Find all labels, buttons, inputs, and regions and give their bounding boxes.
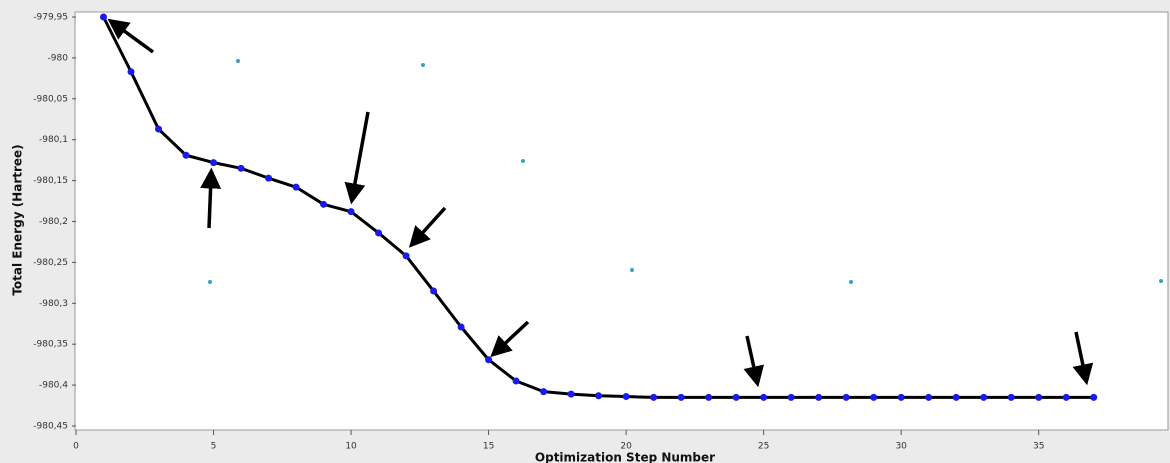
x-tick-label: 5 [211,442,217,452]
point [678,394,685,401]
y-tick-label: -980,3 [39,299,68,309]
point [513,378,520,385]
x-axis-label: Optimization Step Number [535,451,715,463]
point [953,394,960,401]
point [100,14,107,21]
point [980,394,987,401]
point [815,394,822,401]
point [1035,394,1042,401]
y-tick-label: -979,95 [33,13,68,23]
x-tick-label: 15 [483,442,494,452]
point [595,392,602,399]
point [1008,394,1015,401]
point [760,394,767,401]
chart: Optimization Step Number Total Energy (H… [0,0,1170,463]
y-tick-label: -980,4 [39,381,68,391]
point [650,394,657,401]
point [210,159,217,166]
y-tick-label: -980,1 [39,135,68,145]
point [430,288,437,295]
point [128,68,135,75]
point [183,152,190,159]
point [540,388,547,395]
x-tick-label: 0 [73,442,79,452]
point [733,394,740,401]
y-tick-label: -980,15 [33,176,68,186]
point [898,394,905,401]
point [623,393,630,400]
y-tick-label: -980,2 [39,217,68,227]
y-tick-label: -980,45 [33,422,68,432]
point [568,391,575,398]
y-tick-label: -980,25 [33,258,68,268]
y-axis-label: Total Energy (Hartree) [11,144,25,295]
point [238,165,245,172]
point [925,394,932,401]
y-tick-label: -980,05 [33,94,68,104]
point [293,184,300,191]
y-tick-label: -980 [48,53,69,63]
y-tick-label: -980,35 [33,340,68,350]
x-tick-label: 25 [758,442,769,452]
x-tick-label: 10 [345,442,357,452]
point [458,324,465,331]
point [265,175,272,182]
point [155,126,162,133]
point [403,252,410,259]
plot-area [75,12,1168,430]
point [348,208,355,215]
point [705,394,712,401]
point [870,394,877,401]
x-tick-label: 30 [895,442,907,452]
point [1090,394,1097,401]
point [320,201,327,208]
point [788,394,795,401]
point [375,229,382,236]
x-tick-label: 35 [1033,442,1044,452]
point [843,394,850,401]
point [485,356,492,363]
x-tick-label: 20 [620,442,632,452]
point [1063,394,1070,401]
